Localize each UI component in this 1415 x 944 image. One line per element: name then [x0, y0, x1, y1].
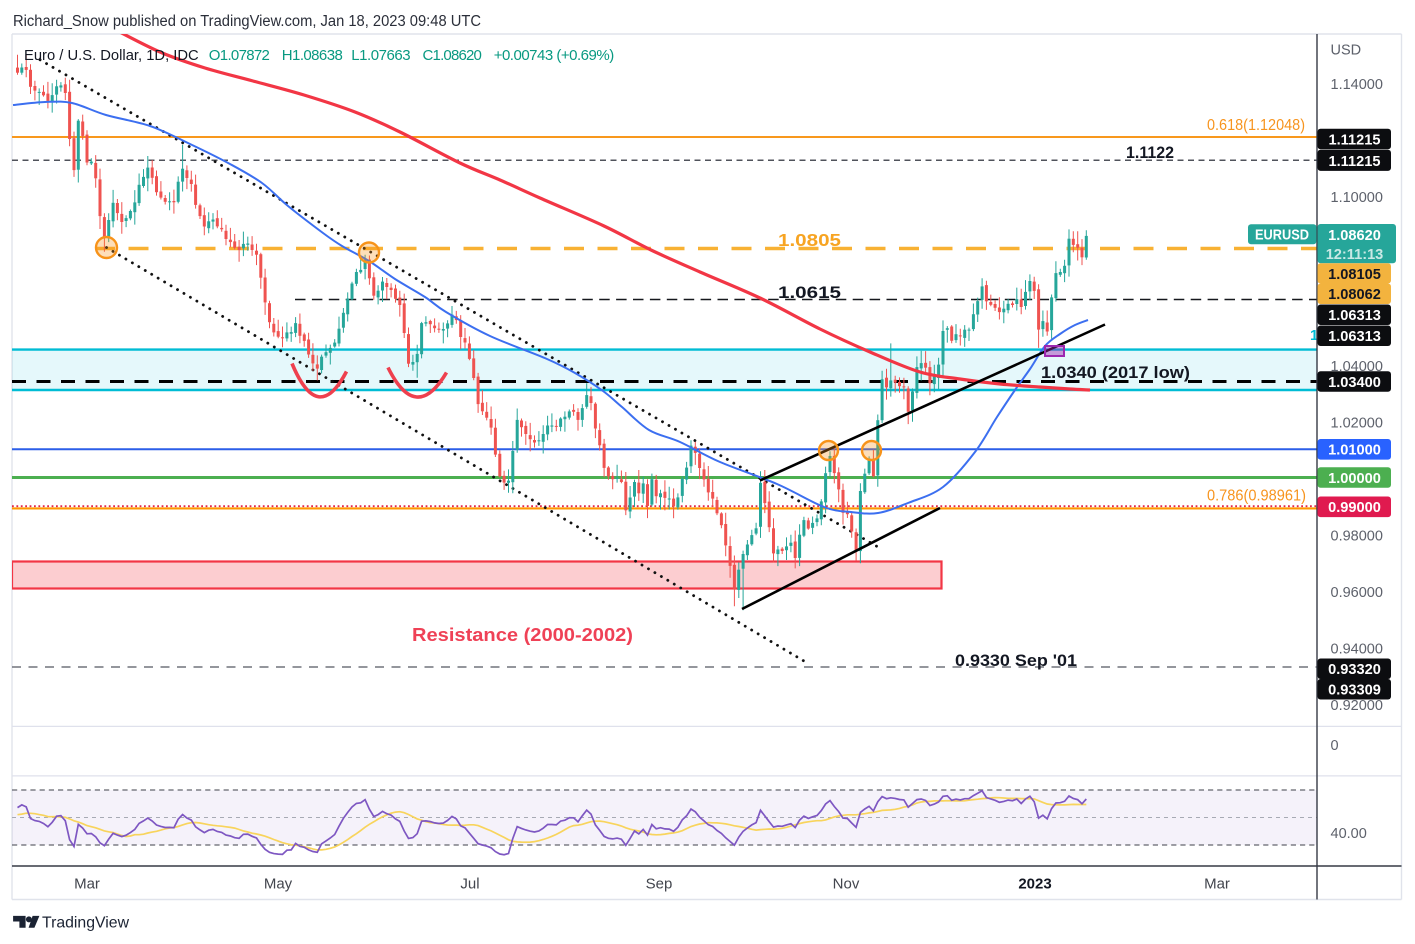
svg-text:Resistance (2000-2002): Resistance (2000-2002) [412, 624, 633, 645]
svg-text:1.02000: 1.02000 [1331, 416, 1383, 432]
svg-text:1.08620: 1.08620 [1328, 228, 1381, 244]
svg-text:1.03400: 1.03400 [1328, 375, 1381, 391]
svg-text:2023: 2023 [1018, 876, 1051, 893]
svg-text:May: May [264, 876, 293, 893]
svg-text:L1.07663: L1.07663 [351, 47, 410, 64]
svg-text:1.08105: 1.08105 [1328, 267, 1381, 283]
svg-text:+0.00743 (+0.69%): +0.00743 (+0.69%) [494, 47, 615, 64]
svg-text:0.786(0.98961): 0.786(0.98961) [1207, 488, 1306, 505]
svg-text:0.99000: 0.99000 [1328, 500, 1381, 516]
svg-text:Euro / U.S. Dollar, 1D, IDC: Euro / U.S. Dollar, 1D, IDC [24, 47, 199, 64]
svg-text:0.618(1.12048): 0.618(1.12048) [1207, 117, 1305, 134]
svg-text:Nov: Nov [833, 876, 860, 893]
svg-text:1.08062: 1.08062 [1328, 287, 1381, 303]
svg-text:C1.08620: C1.08620 [423, 47, 482, 64]
svg-text:0.93309: 0.93309 [1328, 683, 1381, 699]
svg-text:40.00: 40.00 [1331, 826, 1367, 842]
svg-text:Sep: Sep [646, 876, 673, 893]
svg-text:O1.07872: O1.07872 [209, 47, 270, 64]
svg-text:Jul: Jul [460, 876, 479, 893]
svg-text:1.11215: 1.11215 [1329, 132, 1381, 148]
svg-text:Richard_Snow published on Trad: Richard_Snow published on TradingView.co… [13, 13, 481, 30]
svg-text:H1.08638: H1.08638 [282, 47, 343, 64]
svg-text:1.0340 (2017 low): 1.0340 (2017 low) [1041, 363, 1190, 382]
svg-text:1.1122: 1.1122 [1126, 143, 1174, 162]
svg-text:1.10000: 1.10000 [1331, 190, 1383, 206]
svg-text:TradingView: TradingView [42, 915, 129, 932]
svg-text:1.06313: 1.06313 [1328, 329, 1381, 345]
svg-text:1.06313: 1.06313 [1328, 308, 1381, 324]
svg-text:1.01000: 1.01000 [1328, 443, 1381, 459]
svg-text:0.94000: 0.94000 [1331, 641, 1383, 657]
svg-text:Mar: Mar [74, 876, 100, 893]
svg-text:0.9330 Sep '01: 0.9330 Sep '01 [955, 651, 1077, 670]
svg-text:0: 0 [1331, 738, 1339, 754]
svg-text:USD: USD [1331, 42, 1362, 58]
svg-text:1: 1 [1310, 327, 1318, 344]
svg-text:12:11:13: 12:11:13 [1326, 247, 1384, 263]
svg-text:1.00000: 1.00000 [1328, 471, 1381, 487]
svg-text:1.11215: 1.11215 [1329, 154, 1381, 170]
svg-text:0.98000: 0.98000 [1331, 529, 1383, 545]
svg-text:1.14000: 1.14000 [1331, 77, 1383, 93]
svg-text:0.93320: 0.93320 [1328, 662, 1381, 678]
svg-text:1.0615: 1.0615 [778, 283, 841, 302]
svg-text:0.92000: 0.92000 [1331, 698, 1383, 714]
svg-text:EURUSD: EURUSD [1255, 227, 1309, 244]
svg-text:Mar: Mar [1204, 876, 1230, 893]
svg-text:0.96000: 0.96000 [1331, 585, 1383, 601]
svg-text:1.0805: 1.0805 [778, 230, 841, 250]
